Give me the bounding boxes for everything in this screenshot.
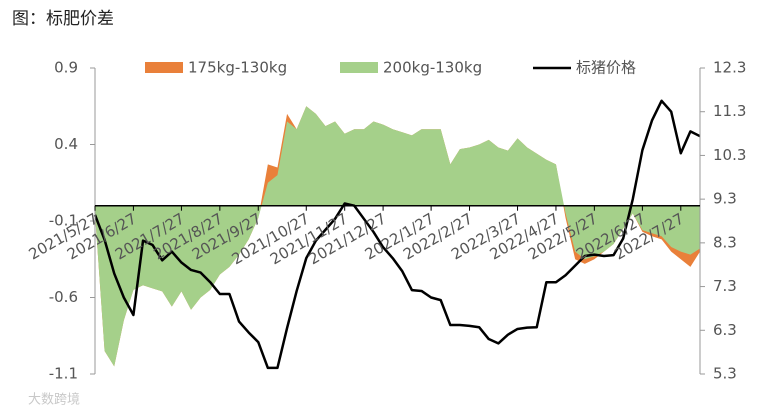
y-tick-label: -0.1: [49, 212, 78, 230]
y2-tick-label: 5.3: [713, 365, 737, 383]
legend-swatch: [340, 62, 378, 73]
y-tick-label: -0.6: [49, 288, 78, 306]
line: [93, 99, 701, 370]
y2-tick-label: 9.3: [713, 190, 737, 208]
y2-tick-label: 6.3: [713, 321, 737, 339]
y2-tick-label: 12.3: [713, 59, 746, 77]
chart-title: 图：标肥价差: [12, 9, 114, 29]
y2-tick-label: 7.3: [713, 277, 737, 295]
legend-label: 200kg-130kg: [383, 59, 482, 77]
watermark: 大数跨境: [28, 393, 80, 408]
y-tick-label: 0.4: [54, 135, 78, 153]
y2-tick-label: 10.3: [713, 146, 746, 164]
y2-tick-label: 11.3: [713, 102, 746, 120]
y-tick-label: 0.9: [54, 59, 78, 77]
y2-tick-label: 8.3: [713, 233, 737, 251]
y-tick-label: -1.1: [49, 365, 78, 383]
legend-swatch: [145, 62, 183, 73]
area: [95, 106, 700, 367]
legend-label: 标猪价格: [576, 59, 636, 77]
legend-label: 175kg-130kg: [188, 59, 287, 77]
